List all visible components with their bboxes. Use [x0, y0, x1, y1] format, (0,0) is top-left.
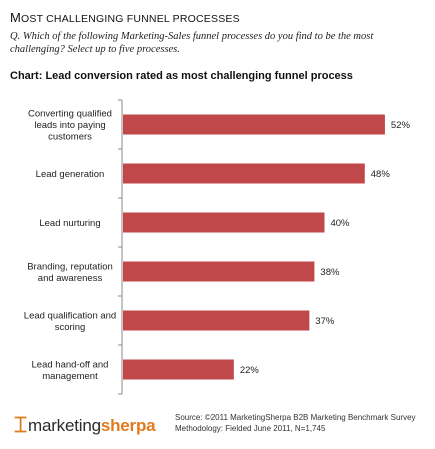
methodology-line: Methodology: Fielded June 2011, N=1,745 [175, 424, 326, 433]
bar [123, 163, 365, 184]
value-label: 48% [371, 169, 391, 180]
bar [123, 114, 385, 135]
category-label: Lead qualification and scoring [24, 310, 116, 333]
value-label: 52% [391, 120, 411, 131]
bar [123, 212, 325, 233]
category-label: Lead hand-off and management [32, 359, 109, 382]
category-label: Lead generation [36, 169, 105, 180]
category-label: Branding, reputation and awareness [27, 261, 113, 284]
page-title-rest: OST CHALLENGING FUNNEL PROCESSES [21, 13, 240, 25]
logo-word-sherpa: sherpa [100, 416, 156, 435]
value-label: 38% [320, 267, 340, 278]
value-label: 40% [330, 218, 350, 229]
survey-question: Q. Which of the following Marketing-Sale… [10, 31, 374, 55]
footer: ⌶ marketingsherpa Source: ©2011 Marketin… [0, 402, 435, 449]
category-label: Lead nurturing [39, 218, 100, 229]
logo-word-marketing: marketing [28, 416, 101, 435]
category-label: Converting qualified leads into paying cus… [28, 109, 112, 143]
value-label: 37% [315, 316, 335, 327]
bar [123, 310, 310, 331]
bar [123, 359, 234, 380]
value-label: 22% [240, 365, 260, 376]
source-note: Source: ©2011 MarketingSherpa B2B Market… [175, 412, 430, 434]
source-line: Source: ©2011 MarketingSherpa B2B Market… [175, 413, 416, 422]
bar-chart: 52% Converting qualified leads into paying… [24, 99, 411, 395]
page-title: MOST CHALLENGING FUNNEL PROCESSES [10, 10, 240, 25]
bar [123, 261, 315, 282]
page-title-initial: M [10, 10, 22, 25]
chart-area: 52% Converting qualified leads into paying… [0, 96, 435, 396]
marketingsherpa-logo: ⌶ marketingsherpa [14, 410, 164, 440]
chart-title: Chart: Lead conversion rated as most cha… [10, 70, 353, 82]
logo-wordmark: marketingsherpa [28, 416, 156, 436]
logo-mark-icon: ⌶ [14, 412, 28, 438]
